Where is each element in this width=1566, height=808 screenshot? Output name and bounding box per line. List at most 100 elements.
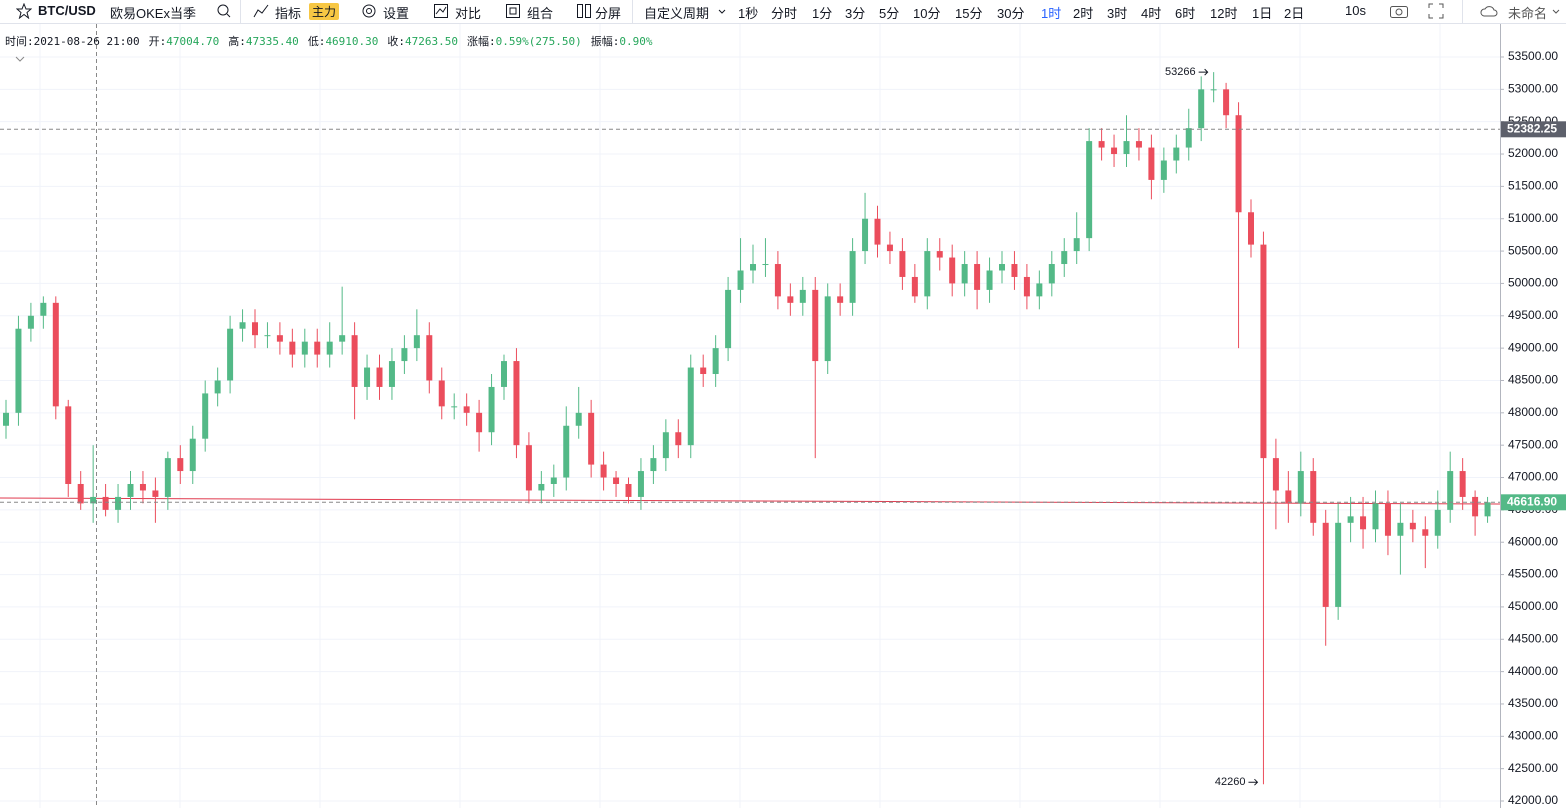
y-tick-label: 51500.00 [1508,179,1558,193]
symbol[interactable]: BTC/USD [38,3,96,18]
extreme-label: 42260 [1215,776,1246,788]
candle-body [1372,503,1379,530]
info-item: 收:47263.50 [387,35,467,48]
period-button[interactable]: 3时 [1107,6,1128,21]
compare-icon[interactable] [433,3,449,19]
info-item: 开:47004.70 [149,35,229,48]
candle-body [1459,471,1466,497]
period-button[interactable]: 30分 [997,6,1025,21]
y-tick-label: 47500.00 [1508,437,1558,451]
period-button[interactable]: 15分 [955,6,983,21]
settings-icon[interactable] [361,3,377,19]
period-button[interactable]: 6时 [1175,6,1196,21]
candle-body [1484,502,1491,517]
period-button[interactable]: 1分 [812,6,833,21]
layout-name[interactable]: 未命名 [1508,6,1548,21]
settings-button[interactable]: 设置 [383,6,410,21]
info-label: 涨幅: [467,35,496,48]
candle-body [65,406,72,484]
cloud-icon[interactable] [1479,3,1499,19]
period-button[interactable]: 5分 [879,6,900,21]
period-button[interactable]: 4时 [1141,6,1162,21]
candle-body [849,251,856,303]
period-button[interactable]: 2日 [1284,6,1305,21]
candle-body [1272,458,1279,491]
split-button[interactable]: 分屏 [595,6,622,21]
camera-icon[interactable] [1389,3,1409,19]
main-badge[interactable]: 主力 [309,3,340,20]
star-icon[interactable] [16,3,32,19]
period-button[interactable]: 1秒 [738,6,759,21]
y-tick-label: 43000.00 [1508,728,1558,742]
candle-body [3,412,9,426]
candle-body [812,289,819,362]
candle-body [115,496,122,510]
split-icon[interactable] [576,3,592,19]
candle-body [600,464,607,478]
period-button[interactable]: 1时 [1041,6,1062,21]
candle-body [750,264,756,271]
candle-body [999,264,1005,271]
exchange[interactable]: 欧易OKEx当季 [110,6,196,21]
candle-body [376,367,383,387]
candle-body [862,218,869,252]
chevron [718,9,726,14]
candle-body [252,322,258,336]
candle-body [1185,128,1192,148]
y-tick-label: 42000.00 [1508,793,1558,807]
candle-body [774,264,781,297]
candle-body [152,490,159,497]
candle-body [301,341,308,355]
period-button[interactable]: 1日 [1252,6,1273,21]
compare-button[interactable]: 对比 [455,6,482,21]
candle-body [650,458,657,472]
period-button[interactable]: 分时 [771,6,798,21]
y-tick-label: 49500.00 [1508,308,1558,322]
collapse-chevron[interactable] [15,56,25,62]
y-tick-label: 47000.00 [1508,470,1558,484]
info-value: 47335.40 [245,35,299,48]
candle-body [700,367,707,375]
combine-button[interactable]: 组合 [527,6,554,21]
candle-body [1036,283,1043,297]
combine-icon[interactable] [505,3,521,19]
extreme-label: 53266 [1165,66,1196,78]
candle-body [364,367,371,387]
candle-body [924,251,931,297]
y-tick-label: 44500.00 [1508,631,1558,645]
y-tick-label: 44000.00 [1508,664,1558,678]
candle-body [139,483,146,491]
candle-body [239,322,246,329]
fullscreen-icon[interactable] [1428,3,1444,19]
indicator-icon[interactable] [253,3,269,19]
info-label: 低: [307,35,326,48]
price-label: 52382.25 [1507,121,1557,135]
y-tick-label: 45500.00 [1508,567,1558,581]
candle-body [986,270,993,290]
period-button[interactable]: 12时 [1210,6,1238,21]
indicator-button[interactable]: 指标 [275,6,302,21]
candle-body [787,296,794,303]
toolbar: BTC/USD 欧易OKEx当季 指标 主力 设置 对比 组合 分屏 自定义周期… [0,0,1566,24]
custom-period[interactable]: 自定义周期 [644,6,710,21]
candle-body [1285,490,1292,504]
candle-body [1086,141,1093,239]
candle-body [1148,147,1155,180]
info-item: 时间:2021-08-26 21:00 [5,35,149,48]
search-icon[interactable] [216,3,232,19]
y-tick-label: 43500.00 [1508,696,1558,710]
period-button[interactable]: 10分 [913,6,941,21]
trend-line [0,497,1501,505]
candle-body [799,289,806,303]
y-tick-label: 52000.00 [1508,146,1558,160]
candle-body [1011,264,1018,277]
candle-body [27,315,34,329]
chevron [1552,9,1560,14]
candle-body [1434,509,1441,536]
period-button[interactable]: 2时 [1073,6,1094,21]
refresh-rate[interactable]: 10s [1345,3,1366,18]
candle-body [1322,522,1329,607]
candle-body [538,483,545,491]
period-button[interactable]: 3分 [845,6,866,21]
candle-body [1347,516,1354,523]
